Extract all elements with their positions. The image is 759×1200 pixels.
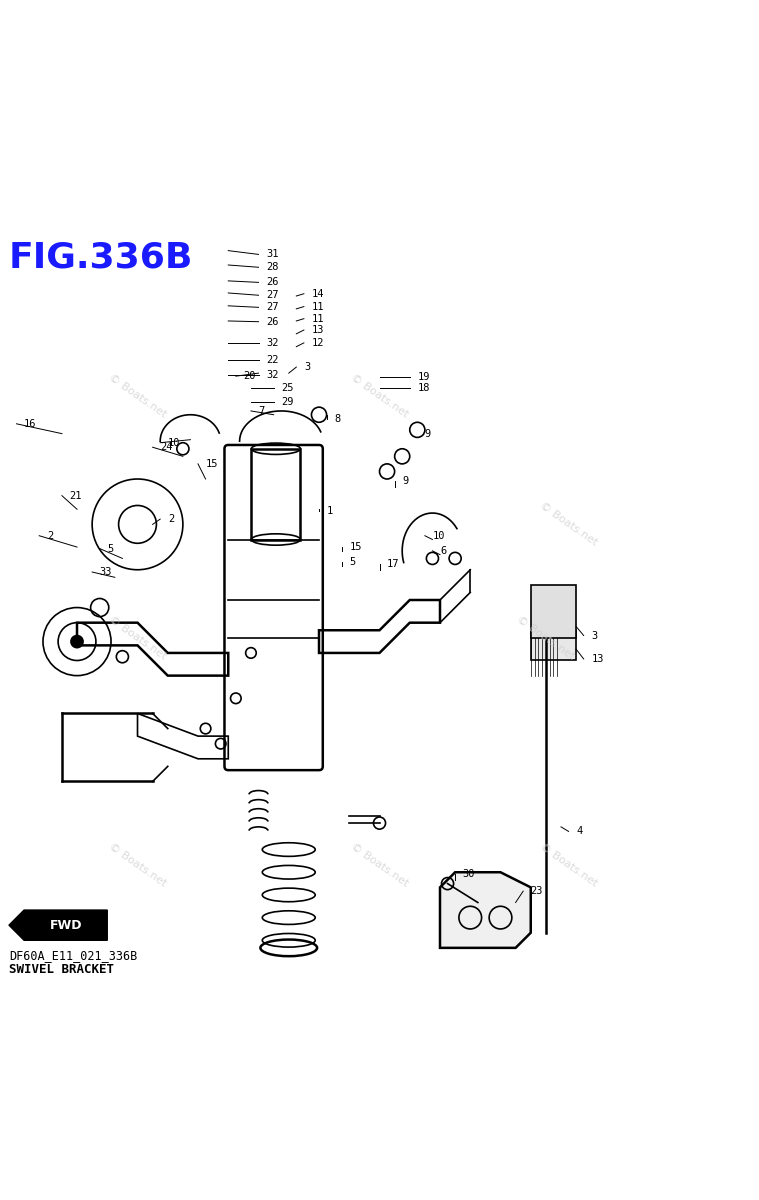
Text: 11: 11: [311, 301, 324, 312]
Text: 15: 15: [349, 542, 362, 552]
Polygon shape: [440, 872, 531, 948]
Text: 4: 4: [576, 827, 582, 836]
Text: 33: 33: [99, 568, 112, 577]
Text: 24: 24: [160, 443, 173, 452]
Text: 6: 6: [440, 546, 446, 556]
Text: © Boats.net: © Boats.net: [349, 372, 410, 419]
Text: 23: 23: [531, 886, 543, 896]
Text: © Boats.net: © Boats.net: [107, 372, 168, 419]
Text: 27: 27: [266, 302, 279, 312]
Bar: [251, 449, 300, 540]
Text: 17: 17: [387, 559, 399, 569]
Text: © Boats.net: © Boats.net: [107, 614, 168, 661]
Text: 7: 7: [259, 406, 265, 416]
Circle shape: [71, 636, 83, 648]
Text: 12: 12: [311, 338, 324, 348]
Text: 29: 29: [281, 397, 294, 407]
Text: 32: 32: [266, 338, 279, 348]
Polygon shape: [9, 910, 107, 941]
Text: 10: 10: [433, 530, 445, 541]
Text: 2: 2: [47, 530, 53, 541]
Text: 16: 16: [24, 419, 36, 428]
Text: 8: 8: [334, 414, 340, 424]
Text: 5: 5: [349, 557, 355, 568]
Text: 15: 15: [206, 458, 218, 469]
Text: SWIVEL BRACKET: SWIVEL BRACKET: [9, 962, 114, 976]
Text: DF60A_E11_021_336B: DF60A_E11_021_336B: [9, 949, 137, 962]
Text: 3: 3: [591, 630, 597, 641]
Text: © Boats.net: © Boats.net: [349, 841, 410, 888]
Text: © Boats.net: © Boats.net: [107, 841, 168, 888]
Text: © Boats.net: © Boats.net: [515, 614, 577, 661]
Text: 26: 26: [266, 277, 279, 287]
Text: 5: 5: [107, 544, 114, 553]
Text: 25: 25: [281, 383, 294, 394]
Text: 26: 26: [266, 317, 279, 326]
Text: 20: 20: [244, 371, 256, 382]
Text: © Boats.net: © Boats.net: [538, 841, 599, 888]
Text: 27: 27: [266, 290, 279, 300]
Text: 11: 11: [311, 313, 324, 324]
Text: 14: 14: [311, 289, 324, 299]
Text: © Boats.net: © Boats.net: [538, 500, 599, 548]
Text: 1: 1: [326, 505, 332, 516]
Text: FWD: FWD: [49, 919, 82, 931]
Text: 21: 21: [70, 491, 82, 500]
Text: 13: 13: [591, 654, 603, 664]
Text: 31: 31: [266, 250, 279, 259]
Text: 19: 19: [417, 372, 430, 382]
Bar: [531, 630, 576, 660]
Text: FIG.336B: FIG.336B: [9, 241, 194, 275]
Text: 18: 18: [417, 383, 430, 394]
Bar: [531, 584, 576, 638]
Text: 10: 10: [168, 438, 180, 448]
Text: 9: 9: [402, 475, 408, 486]
Text: 22: 22: [266, 354, 279, 365]
Text: 32: 32: [266, 370, 279, 379]
Text: 2: 2: [168, 514, 174, 524]
Text: 13: 13: [311, 325, 324, 335]
Text: 28: 28: [266, 263, 279, 272]
Text: 3: 3: [304, 362, 310, 372]
Text: 30: 30: [463, 869, 475, 878]
Text: 9: 9: [425, 428, 431, 439]
